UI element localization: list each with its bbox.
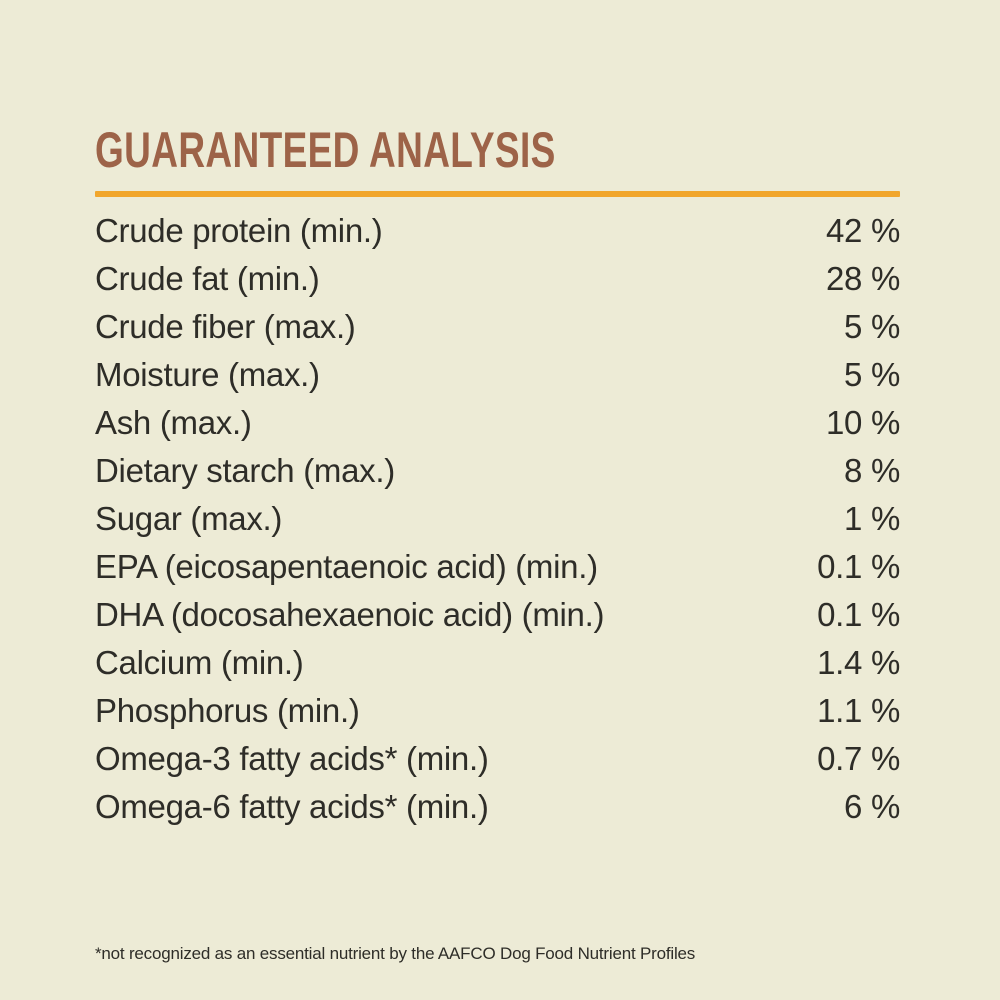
nutrient-label: Ash (max.) (95, 404, 252, 441)
nutrient-value: 0.7 % (817, 740, 900, 777)
nutrient-value: 8 % (844, 452, 900, 489)
nutrient-label: Sugar (max.) (95, 500, 283, 537)
nutrient-row: Sugar (max.) 1 % (95, 495, 900, 543)
nutrient-value: 6 % (844, 788, 900, 825)
nutrient-label: Moisture (max.) (95, 356, 320, 393)
nutrient-label: Phosphorus (min.) (95, 692, 360, 729)
nutrient-row: Crude fiber (max.) 5 % (95, 303, 900, 351)
page-title: GUARANTEED ANALYSIS (95, 122, 556, 178)
nutrient-label: Crude fat (min.) (95, 260, 320, 297)
nutrient-row: Crude protein (min.) 42 % (95, 207, 900, 255)
nutrient-row: DHA (docosahexaenoic acid) (min.) 0.1 % (95, 591, 900, 639)
nutrient-value: 1.4 % (817, 644, 900, 681)
nutrient-row: Calcium (min.) 1.4 % (95, 639, 900, 687)
nutrient-row: Moisture (max.) 5 % (95, 351, 900, 399)
nutrient-row: Omega-3 fatty acids* (min.) 0.7 % (95, 735, 900, 783)
aafco-footnote: *not recognized as an essential nutrient… (95, 944, 696, 963)
nutrient-value: 1.1 % (817, 692, 900, 729)
nutrient-value: 0.1 % (817, 548, 900, 585)
nutrient-row: Omega-6 fatty acids* (min.) 6 % (95, 783, 900, 831)
panel-content: GUARANTEED ANALYSIS Crude protein (min.)… (95, 0, 900, 831)
nutrient-label: Calcium (min.) (95, 644, 304, 681)
nutrient-value: 1 % (844, 500, 900, 537)
nutrient-value: 42 % (825, 212, 900, 249)
nutrient-row: Ash (max.) 10 % (95, 399, 900, 447)
nutrient-value: 28 % (825, 260, 900, 297)
nutrient-label: DHA (docosahexaenoic acid) (min.) (95, 596, 605, 633)
nutrient-row: Crude fat (min.) 28 % (95, 255, 900, 303)
nutrient-value: 10 % (825, 404, 900, 441)
nutrient-row: EPA (eicosapentaenoic acid) (min.) 0.1 % (95, 543, 900, 591)
nutrient-label: Dietary starch (max.) (95, 452, 395, 489)
nutrient-label: Omega-3 fatty acids* (min.) (95, 740, 489, 777)
nutrient-value: 5 % (844, 308, 900, 345)
nutrient-value: 5 % (844, 356, 900, 393)
nutrient-row: Phosphorus (min.) 1.1 % (95, 687, 900, 735)
nutrient-label: EPA (eicosapentaenoic acid) (min.) (95, 548, 598, 585)
nutrient-label: Omega-6 fatty acids* (min.) (95, 788, 489, 825)
title-divider (95, 191, 900, 197)
nutrient-value: 0.1 % (817, 596, 900, 633)
nutrient-table: Crude protein (min.) 42 % Crude fat (min.)… (95, 207, 900, 831)
nutrient-row: Dietary starch (max.) 8 % (95, 447, 900, 495)
nutrient-label: Crude fiber (max.) (95, 308, 356, 345)
nutrient-label: Crude protein (min.) (95, 212, 383, 249)
